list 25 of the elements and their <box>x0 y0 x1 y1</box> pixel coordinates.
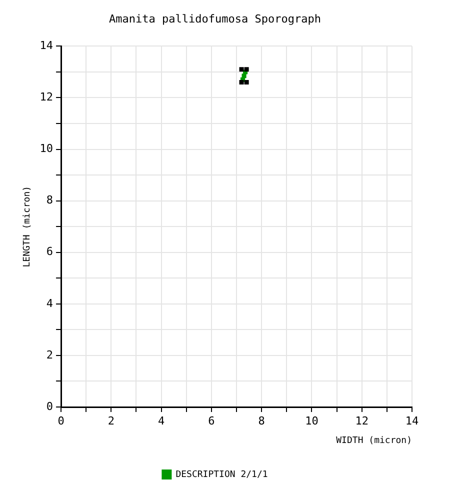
y-tick-label: 4 <box>46 296 54 310</box>
point <box>239 80 244 85</box>
y-tick-label: 2 <box>46 348 54 362</box>
point <box>239 67 244 72</box>
y-axis-title: LENGTH (micron) <box>22 186 33 268</box>
x-tick-label: 0 <box>58 414 64 428</box>
x-axis-title: WIDTH (micron) <box>336 436 412 446</box>
y-tick-label: 6 <box>46 245 54 258</box>
x-tick-label: 4 <box>158 414 166 428</box>
x-tick-label: 2 <box>108 414 114 428</box>
y-tick-label: 14 <box>40 39 54 52</box>
point <box>244 67 249 72</box>
legend-label: DESCRIPTION 2/1/1 <box>176 470 268 480</box>
y-tick-label: 12 <box>40 90 54 104</box>
chart-title: Amanita pallidofumosa Sporograph <box>109 12 321 26</box>
x-tick-label: 10 <box>305 414 318 428</box>
x-tick-label: 8 <box>258 414 265 428</box>
x-tick-label: 12 <box>355 414 368 428</box>
x-tick-label: 14 <box>405 414 419 428</box>
point <box>244 80 249 85</box>
y-tick-label: 0 <box>46 400 54 413</box>
y-tick-label: 8 <box>46 194 54 207</box>
y-tick-label: 10 <box>40 142 54 156</box>
x-tick-label: 6 <box>208 414 215 428</box>
point <box>242 74 246 78</box>
